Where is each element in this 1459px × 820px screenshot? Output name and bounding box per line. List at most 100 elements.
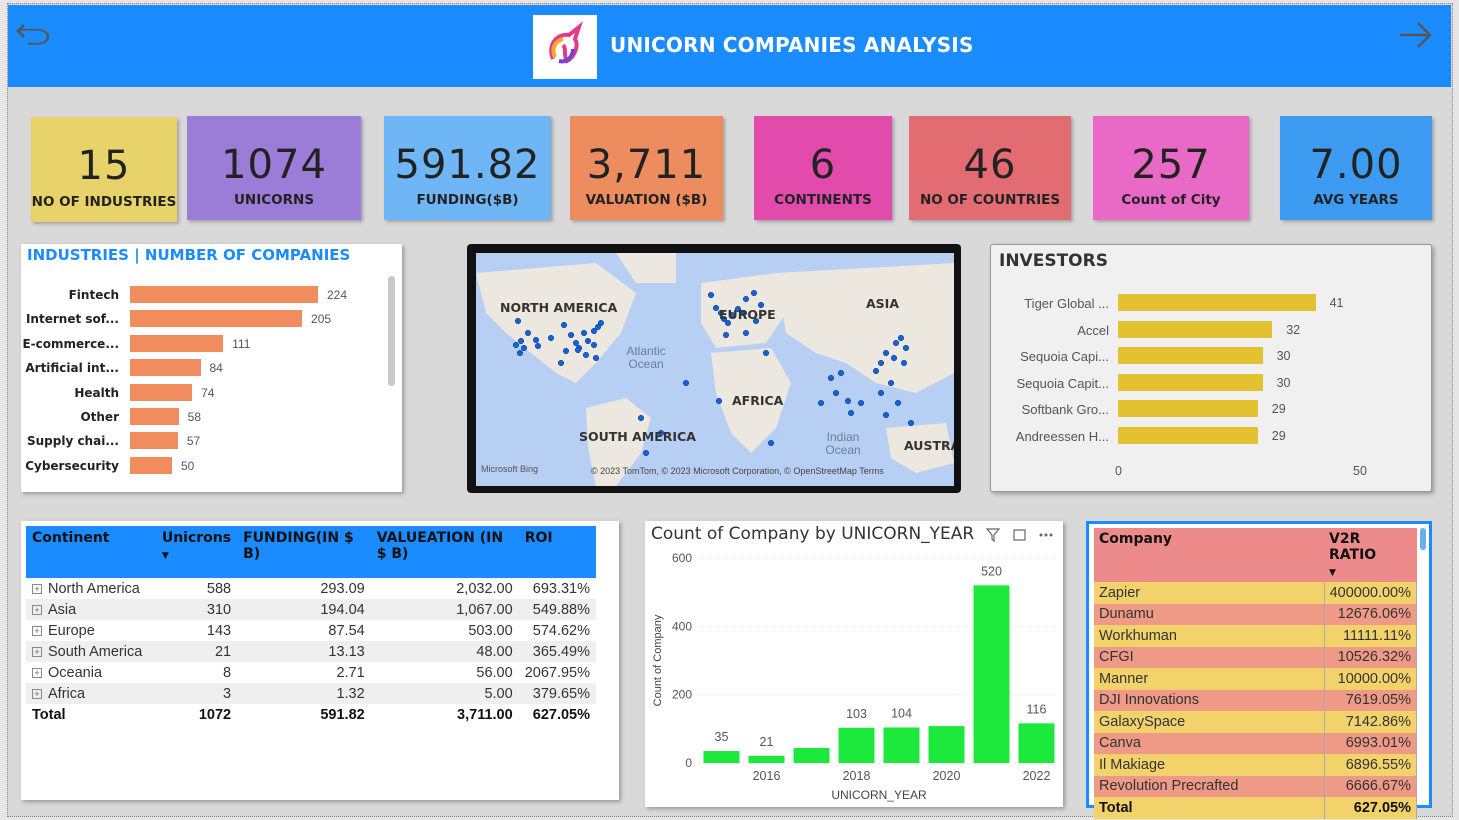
location-dot[interactable] — [584, 337, 592, 345]
location-dot[interactable] — [567, 331, 575, 339]
v2r-row[interactable]: Zapier 400000.00% — [1094, 582, 1417, 604]
location-dot[interactable] — [592, 354, 600, 362]
expand-icon[interactable]: + — [32, 625, 42, 636]
investor-row[interactable]: Tiger Global ... 41 — [991, 294, 1411, 312]
chart-bar[interactable] — [838, 727, 875, 763]
location-dot[interactable] — [517, 337, 525, 345]
location-dot[interactable] — [837, 369, 845, 377]
continent-row[interactable]: + Asia 310 194.04 1,067.00 549.88% — [26, 599, 596, 620]
v2r-row[interactable]: Il Makiage 6896.55% — [1094, 754, 1417, 776]
location-dot[interactable] — [882, 411, 890, 419]
investor-bar[interactable] — [1118, 347, 1263, 364]
v2r-row[interactable]: Manner 10000.00% — [1094, 668, 1417, 690]
investor-bar[interactable] — [1118, 400, 1258, 417]
industry-row[interactable]: Artificial int... 84 — [21, 359, 401, 377]
location-dot[interactable] — [847, 409, 855, 417]
investor-row[interactable]: Andreessen H... 29 — [991, 426, 1411, 445]
location-dot[interactable] — [877, 389, 885, 397]
industry-row[interactable]: Health 74 — [21, 383, 401, 402]
investor-row[interactable]: Softbank Gro... 29 — [991, 400, 1411, 418]
location-dot[interactable] — [572, 339, 580, 347]
location-dot[interactable] — [534, 342, 542, 350]
location-dot[interactable] — [590, 327, 598, 335]
more-options-icon[interactable] — [1039, 533, 1053, 537]
location-dot[interactable] — [724, 319, 732, 327]
location-dot[interactable] — [560, 321, 568, 329]
investor-bar[interactable] — [1118, 294, 1316, 311]
location-dot[interactable] — [892, 339, 900, 347]
industries-scrollbar[interactable] — [388, 276, 395, 386]
col-unicrons[interactable]: Unicrons ▼ — [155, 526, 238, 578]
investor-bar[interactable] — [1118, 426, 1258, 444]
industry-row[interactable]: E-commerce... 111 — [21, 334, 401, 353]
industry-bar[interactable] — [130, 383, 193, 401]
industry-bar[interactable] — [130, 310, 303, 328]
industry-bar[interactable] — [130, 456, 172, 474]
location-dot[interactable] — [657, 429, 665, 437]
industry-row[interactable]: Fintech 224 — [21, 286, 401, 304]
location-dot[interactable] — [532, 336, 540, 344]
location-dot[interactable] — [582, 351, 590, 359]
chart-bar[interactable] — [703, 751, 740, 763]
location-dot[interactable] — [857, 399, 865, 407]
industry-bar[interactable] — [130, 408, 179, 425]
location-dot[interactable] — [562, 347, 570, 355]
investor-row[interactable]: Accel 32 — [991, 320, 1411, 339]
industry-row[interactable]: Internet sof... 205 — [21, 310, 401, 328]
location-dot[interactable] — [722, 331, 730, 339]
continent-row[interactable]: + North America 588 293.09 2,032.00 693.31% — [26, 578, 596, 599]
location-dot[interactable] — [597, 319, 605, 327]
location-dot[interactable] — [752, 317, 760, 325]
location-dot[interactable] — [580, 329, 588, 337]
location-dot[interactable] — [720, 315, 728, 323]
industry-bar[interactable] — [130, 432, 178, 450]
expand-icon[interactable]: + — [32, 583, 42, 594]
location-dot[interactable] — [728, 311, 736, 319]
location-dot[interactable] — [682, 379, 690, 387]
location-dot[interactable] — [757, 301, 765, 309]
col-valuation[interactable]: VALUEATION (IN $ B) — [370, 526, 519, 578]
v2r-row[interactable]: Dunamu 12676.06% — [1094, 603, 1417, 625]
chart-bar[interactable] — [973, 585, 1010, 763]
industry-bar[interactable] — [130, 359, 201, 377]
location-dot[interactable] — [882, 349, 890, 357]
chart-bar[interactable] — [748, 755, 785, 763]
v2r-row[interactable]: Canva 6993.01% — [1094, 732, 1417, 754]
filter-icon[interactable] — [985, 528, 1001, 543]
location-dot[interactable] — [524, 329, 532, 337]
location-dot[interactable] — [712, 304, 720, 312]
location-dot[interactable] — [900, 359, 908, 367]
col-roi[interactable]: ROI — [518, 526, 596, 578]
location-dot[interactable] — [742, 295, 750, 303]
location-dot[interactable] — [894, 399, 902, 407]
location-dot[interactable] — [762, 349, 770, 357]
location-dot[interactable] — [742, 329, 750, 337]
location-dot[interactable] — [872, 367, 880, 375]
location-dot[interactable] — [557, 359, 565, 367]
expand-icon[interactable]: + — [32, 667, 42, 678]
back-arrow-icon[interactable] — [14, 13, 54, 53]
forward-arrow-icon[interactable] — [1396, 13, 1436, 53]
v2r-row[interactable]: GalaxySpace 7142.86% — [1094, 711, 1417, 733]
world-map[interactable]: NORTH AMERICA EUROPE ASIA AFRICA SOUTH A… — [476, 253, 954, 486]
investor-row[interactable]: Sequoia Capit... 30 — [991, 373, 1411, 392]
location-dot[interactable] — [902, 344, 910, 352]
location-dot[interactable] — [887, 379, 895, 387]
expand-icon[interactable]: + — [32, 688, 42, 699]
chart-bar[interactable] — [883, 727, 920, 763]
location-dot[interactable] — [512, 341, 520, 349]
chart-bar[interactable] — [793, 747, 830, 763]
investor-bar[interactable] — [1118, 320, 1273, 338]
location-dot[interactable] — [590, 341, 598, 349]
location-dot[interactable] — [734, 305, 742, 313]
col-funding[interactable]: FUNDING(IN $ B) — [237, 526, 371, 578]
v2r-scrollbar[interactable] — [1420, 528, 1426, 550]
continent-row[interactable]: + Europe 143 87.54 503.00 574.62% — [26, 620, 596, 641]
location-dot[interactable] — [637, 414, 645, 422]
sort-desc-icon[interactable]: ▼ — [161, 551, 169, 561]
industry-row[interactable]: Other 58 — [21, 408, 401, 426]
v2r-row[interactable]: Workhuman 11111.11% — [1094, 625, 1417, 647]
focus-mode-icon[interactable] — [1013, 529, 1026, 541]
location-dot[interactable] — [897, 334, 905, 342]
expand-icon[interactable]: + — [32, 646, 42, 657]
